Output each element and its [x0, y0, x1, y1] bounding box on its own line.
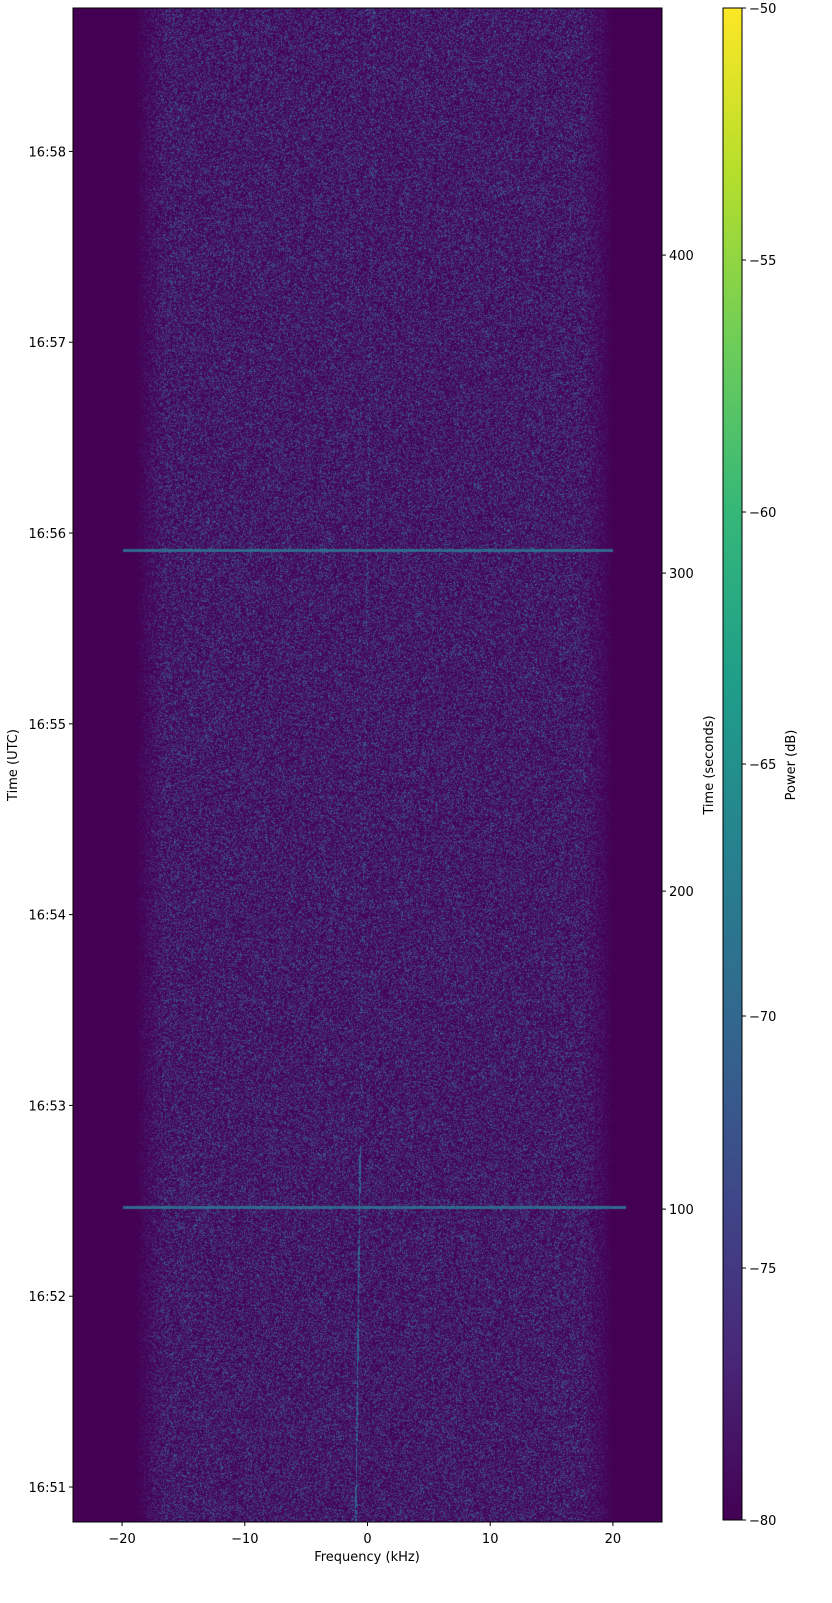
colorbar-tick-label: −65 [749, 758, 776, 773]
x-tick-label: −20 [108, 1532, 135, 1547]
seconds-tick-label: 300 [669, 567, 694, 582]
utc-tick-label: 16:57 [29, 336, 66, 351]
x-axis-label: Frequency (kHz) [314, 1550, 420, 1565]
utc-tick-label: 16:52 [29, 1290, 66, 1305]
x-tick-label: 20 [605, 1532, 622, 1547]
y-axis-label-right: Time (seconds) [702, 715, 717, 815]
colorbar [723, 8, 742, 1520]
utc-tick-label: 16:58 [29, 145, 66, 160]
spectrogram-heatmap [73, 8, 662, 1522]
utc-tick-label: 16:55 [29, 718, 66, 733]
x-tick-label: 10 [482, 1532, 499, 1547]
utc-tick-label: 16:51 [29, 1481, 66, 1496]
colorbar-tick-label: −80 [749, 1514, 776, 1529]
seconds-tick-label: 400 [669, 249, 694, 264]
colorbar-label: Power (dB) [784, 730, 799, 801]
colorbar-tick-label: −70 [749, 1010, 776, 1025]
colorbar-tick-label: −60 [749, 506, 776, 521]
colorbar-tick-label: −50 [749, 2, 776, 17]
y-axis-label-left: Time (UTC) [6, 729, 21, 802]
colorbar-tick-label: −75 [749, 1262, 776, 1277]
utc-tick-label: 16:54 [29, 909, 66, 924]
colorbar-frame [722, 7, 743, 1521]
plot-frame [72, 7, 663, 1523]
seconds-tick-label: 200 [669, 885, 694, 900]
x-tick-label: −10 [231, 1532, 258, 1547]
seconds-tick-label: 100 [669, 1203, 694, 1218]
x-tick-label: 0 [363, 1532, 371, 1547]
colorbar-tick-label: −55 [749, 254, 776, 269]
utc-tick-label: 16:53 [29, 1099, 66, 1114]
utc-tick-label: 16:56 [29, 527, 66, 542]
